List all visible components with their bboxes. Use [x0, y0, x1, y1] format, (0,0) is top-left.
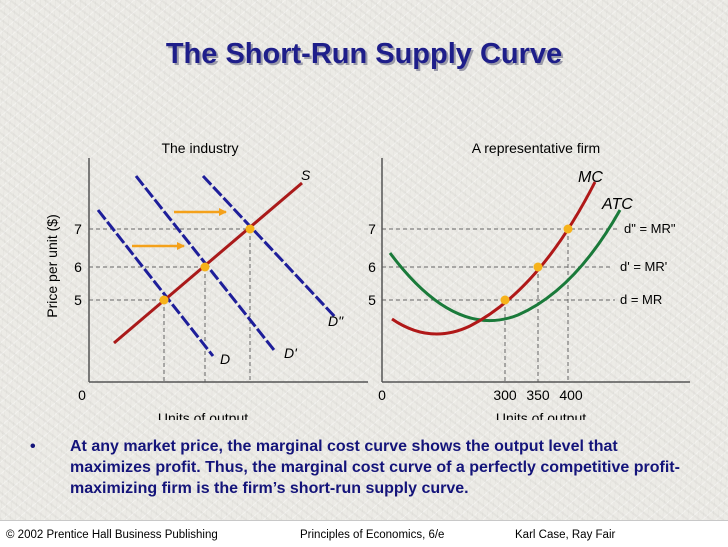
- industry-equilibrium-dot: [245, 224, 255, 234]
- firm-panel: A representative firm 7 6 5 0 300 350 40…: [368, 140, 690, 420]
- demand-curve-d-prime-label: D': [284, 345, 298, 361]
- mc-curve: [391, 181, 597, 336]
- firm-demand-label-high: d" = MR": [624, 221, 676, 236]
- firm-output-dot: [563, 224, 573, 234]
- demand-curve-d-double-prime-label: D": [328, 313, 344, 329]
- firm-demand-label-low: d = MR: [620, 292, 662, 307]
- supply-curve-label: S: [301, 167, 311, 183]
- bullet-text: At any market price, the marginal cost c…: [70, 438, 680, 497]
- firm-demand-lines: [382, 228, 620, 382]
- atc-curve-label: ATC: [601, 196, 633, 213]
- footer-copyright: © 2002 Prentice Hall Business Publishing: [6, 529, 218, 541]
- firm-price-tick-5: 5: [368, 292, 376, 308]
- firm-price-tick-6: 6: [368, 259, 376, 275]
- firm-demand-label-mid: d' = MR': [620, 259, 667, 274]
- firm-title: A representative firm: [472, 140, 600, 156]
- firm-quantity-tick-300: 300: [493, 387, 517, 403]
- industry-y-axis-label: Price per unit ($): [44, 214, 60, 317]
- demand-curve-d-double-prime: [201, 174, 338, 320]
- firm-x-axis-label: Units of output: [496, 410, 586, 420]
- firm-quantity-tick-400: 400: [559, 387, 583, 403]
- footer-bar: © 2002 Prentice Hall Business Publishing…: [0, 520, 728, 547]
- industry-x-axis-label: Units of output: [158, 410, 248, 420]
- mc-curve-label: MC: [578, 169, 603, 186]
- atc-curve: [388, 209, 622, 323]
- industry-price-tick-5: 5: [74, 292, 82, 308]
- bullet-mark: •: [30, 438, 36, 455]
- footer-authors: Karl Case, Ray Fair: [515, 529, 616, 541]
- firm-price-tick-7: 7: [368, 221, 376, 237]
- firm-output-dot: [500, 295, 510, 305]
- industry-gridlines: [89, 228, 251, 382]
- firm-quantity-tick-350: 350: [526, 387, 550, 403]
- demand-curve-d: [96, 209, 215, 357]
- industry-title: The industry: [161, 140, 238, 156]
- supply-curve: [113, 181, 303, 345]
- industry-equilibrium-dot: [159, 295, 169, 305]
- slide-title: The Short-Run Supply Curve: [165, 38, 563, 70]
- industry-price-tick-6: 6: [74, 259, 82, 275]
- firm-origin-label: 0: [378, 387, 386, 403]
- supply-diagram: The industry Price per unit ($) 7 6: [44, 140, 690, 420]
- firm-output-dot: [533, 262, 543, 272]
- industry-equilibrium-dot: [200, 262, 210, 272]
- industry-origin-label: 0: [78, 387, 86, 403]
- industry-price-tick-7: 7: [74, 221, 82, 237]
- demand-curve-d-label: D: [220, 351, 230, 367]
- industry-panel: The industry Price per unit ($) 7 6: [44, 140, 368, 420]
- footer-book-title: Principles of Economics, 6/e: [300, 529, 445, 541]
